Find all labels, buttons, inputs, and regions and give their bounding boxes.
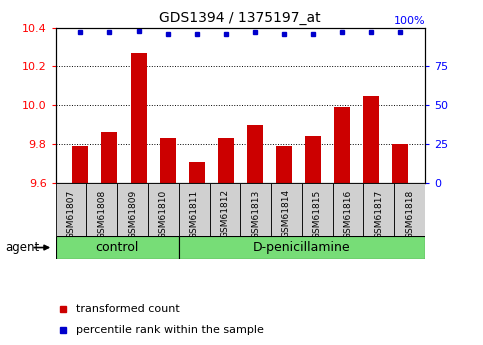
Title: GDS1394 / 1375197_at: GDS1394 / 1375197_at — [159, 11, 321, 25]
Text: GSM61817: GSM61817 — [374, 189, 384, 238]
Text: transformed count: transformed count — [76, 304, 180, 314]
Bar — [392, 144, 408, 183]
Bar — [363, 96, 379, 183]
Text: GSM61811: GSM61811 — [190, 189, 199, 238]
Bar — [276, 146, 292, 183]
FancyBboxPatch shape — [179, 236, 425, 259]
FancyBboxPatch shape — [394, 183, 425, 236]
Bar — [334, 107, 350, 183]
Text: GSM61808: GSM61808 — [97, 189, 106, 238]
Text: agent: agent — [5, 241, 39, 254]
Text: GSM61812: GSM61812 — [220, 189, 229, 238]
FancyBboxPatch shape — [302, 183, 333, 236]
Text: D-penicillamine: D-penicillamine — [253, 241, 351, 254]
FancyBboxPatch shape — [86, 183, 117, 236]
Text: control: control — [96, 241, 139, 254]
FancyBboxPatch shape — [117, 183, 148, 236]
Text: GSM61809: GSM61809 — [128, 189, 137, 238]
Text: GSM61818: GSM61818 — [405, 189, 414, 238]
Text: GSM61807: GSM61807 — [67, 189, 75, 238]
FancyBboxPatch shape — [210, 183, 240, 236]
FancyBboxPatch shape — [271, 183, 302, 236]
Bar — [305, 136, 321, 183]
FancyBboxPatch shape — [148, 183, 179, 236]
Text: GSM61814: GSM61814 — [282, 189, 291, 238]
Bar — [130, 53, 146, 183]
Text: percentile rank within the sample: percentile rank within the sample — [76, 325, 264, 335]
Bar — [72, 146, 88, 183]
FancyBboxPatch shape — [56, 183, 86, 236]
Text: GSM61813: GSM61813 — [251, 189, 260, 238]
Text: GSM61810: GSM61810 — [159, 189, 168, 238]
FancyBboxPatch shape — [240, 183, 271, 236]
Text: 100%: 100% — [394, 16, 425, 26]
Bar — [101, 132, 117, 183]
Bar — [218, 138, 234, 183]
FancyBboxPatch shape — [56, 236, 179, 259]
Bar — [247, 125, 263, 183]
FancyBboxPatch shape — [333, 183, 364, 236]
FancyBboxPatch shape — [179, 183, 210, 236]
Text: GSM61816: GSM61816 — [343, 189, 353, 238]
Bar — [159, 138, 176, 183]
Bar — [189, 161, 205, 183]
FancyBboxPatch shape — [364, 183, 394, 236]
Text: GSM61815: GSM61815 — [313, 189, 322, 238]
